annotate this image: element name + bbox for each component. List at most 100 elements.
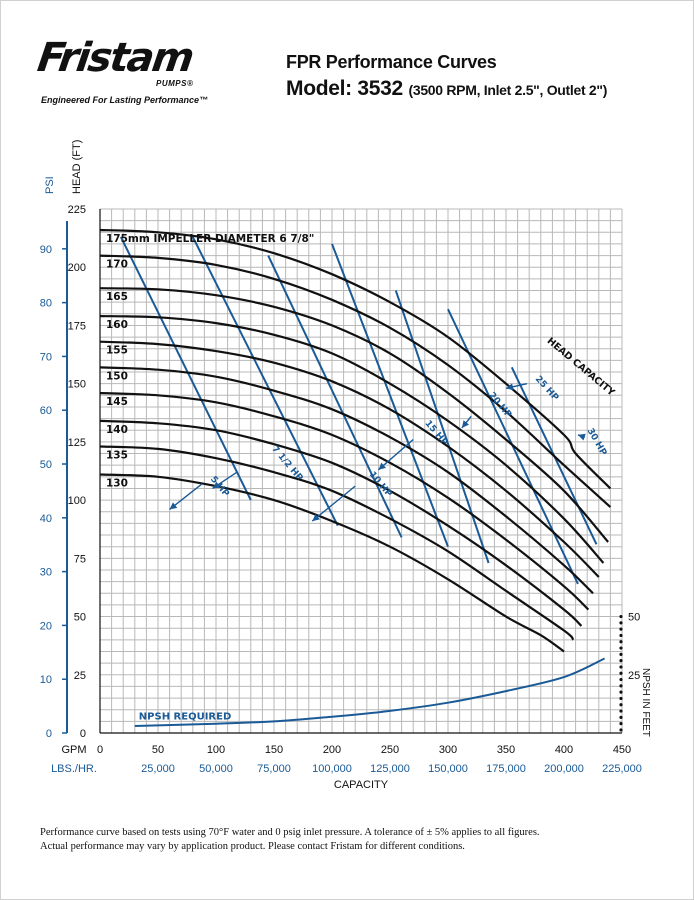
npsh-tick-label: 50 (628, 612, 640, 624)
hp-arrow-line (311, 485, 356, 522)
x2-tick-label: 225,000 (602, 763, 642, 775)
x2-tick-label: 100,000 (312, 763, 352, 775)
x2-unit-label: LBS./HR. (51, 763, 97, 775)
x-tick-label: 300 (439, 744, 457, 756)
curve-label: 175mm IMPELLER DIAMETER 6 7/8" (106, 233, 314, 245)
psi-tick-label: 20 (40, 620, 52, 632)
hp-arrow-head (212, 481, 221, 489)
y-tick-label: 175 (68, 320, 86, 332)
npsh-axis-dot (619, 684, 623, 688)
hp-line (331, 243, 449, 548)
psi-tick-label: 50 (40, 459, 52, 471)
x-tick-label: 450 (613, 744, 631, 756)
psi-axis-title: PSI (44, 176, 56, 194)
y-tick-label: 0 (80, 728, 86, 740)
npsh-axis-dot (619, 709, 623, 713)
hp-arrow-head (378, 462, 386, 470)
model-number: Model: 3532 (286, 77, 403, 100)
x-tick-label: 100 (207, 744, 225, 756)
hp-arrow-head (577, 433, 586, 441)
x2-tick-label: 175,000 (486, 763, 526, 775)
x-tick-label: 250 (381, 744, 399, 756)
footnote: Performance curve based on tests using 7… (40, 826, 660, 854)
hp-arrow-head (312, 513, 320, 522)
y-axis-title: HEAD (FT) (71, 140, 83, 194)
impeller-curve (99, 445, 575, 641)
npsh-axis-dot (619, 671, 623, 675)
model-title: Model: 3532 (3500 RPM, Inlet 2.5", Outle… (286, 77, 607, 101)
fristam-logo: Fristam PUMPS® Engineered For Lasting Pe… (35, 35, 208, 105)
npsh-axis-dot (619, 728, 623, 732)
curve-label: 165 (106, 291, 128, 303)
psi-tick-label: 30 (40, 567, 52, 579)
curve-label: 145 (106, 396, 128, 408)
npsh-axis-dot (619, 646, 623, 650)
head-capacity-label: HEAD CAPACITY (545, 336, 617, 399)
npsh-axis-dot (619, 665, 623, 669)
curve-label: 160 (106, 319, 128, 331)
y-tick-label: 200 (68, 262, 86, 274)
psi-tick-label: 0 (46, 728, 52, 740)
y-tick-label: 25 (74, 670, 86, 682)
psi-tick-label: 10 (40, 674, 52, 686)
hp-line (119, 236, 252, 501)
impeller-curve (99, 473, 565, 653)
hp-arrow-head (461, 420, 470, 428)
npsh-axis-dot (619, 659, 623, 663)
npsh-axis-dot (619, 703, 623, 707)
x2-tick-label: 200,000 (544, 763, 584, 775)
brand-subtitle: PUMPS® (156, 79, 194, 88)
npsh-axis-dot (619, 614, 623, 619)
psi-tick-label: 40 (40, 513, 52, 525)
psi-tick-label: 90 (40, 244, 52, 256)
npsh-required-label: NPSH REQUIRED (139, 712, 231, 723)
impeller-curve (99, 228, 612, 490)
npsh-axis-dot (619, 690, 623, 694)
psi-tick-label: 60 (40, 405, 52, 417)
model-conditions: (3500 RPM, Inlet 2.5", Outlet 2") (408, 82, 608, 98)
curve-label: 130 (106, 477, 128, 489)
hp-arrow-head (506, 383, 514, 391)
impeller-curve (99, 366, 594, 595)
hp-line (191, 236, 339, 527)
x2-tick-label: 50,000 (199, 763, 233, 775)
npsh-axis-title: NPSH IN FEET (640, 668, 651, 737)
x2-tick-label: 125,000 (370, 763, 410, 775)
impeller-curve (99, 315, 605, 564)
footnote-line-2: Actual performance may vary by applicati… (40, 841, 465, 852)
hp-arrow-line (377, 439, 414, 471)
y-tick-label: 225 (68, 204, 86, 216)
y-tick-label: 125 (68, 437, 86, 449)
npsh-axis-dot (619, 652, 623, 656)
x-tick-label: 0 (97, 744, 103, 756)
npsh-axis-dot (619, 715, 623, 719)
impeller-curve (99, 419, 583, 627)
x2-tick-label: 150,000 (428, 763, 468, 775)
psi-tick-label: 70 (40, 351, 52, 363)
y-tick-label: 75 (74, 553, 86, 565)
x-unit-label: GPM (61, 744, 86, 756)
npsh-axis-dot (619, 696, 623, 701)
npsh-axis-dot (619, 621, 623, 625)
hp-label: 25 HP (533, 374, 561, 403)
curve-label: 150 (106, 370, 128, 382)
x2-tick-label: 25,000 (141, 763, 175, 775)
impeller-curve (99, 287, 609, 543)
page-title: FPR Performance Curves (286, 52, 497, 72)
impeller-curve (99, 340, 600, 578)
psi-tick-label: 80 (40, 298, 52, 310)
npsh-curve (134, 657, 606, 727)
x-axis-title: CAPACITY (334, 779, 389, 791)
curve-label: 170 (106, 259, 128, 271)
y-tick-label: 150 (68, 379, 86, 391)
npsh-axis-dot (619, 627, 623, 631)
npsh-axis-dot (619, 640, 623, 644)
hp-line (267, 255, 403, 538)
curve-label: 140 (106, 424, 128, 436)
x2-tick-label: 75,000 (257, 763, 291, 775)
footnote-line-1: Performance curve based on tests using 7… (40, 827, 540, 838)
brand-tagline: Engineered For Lasting Performance™ (41, 95, 209, 105)
curve-label: 135 (106, 450, 128, 462)
hp-arrow-head (169, 502, 178, 510)
